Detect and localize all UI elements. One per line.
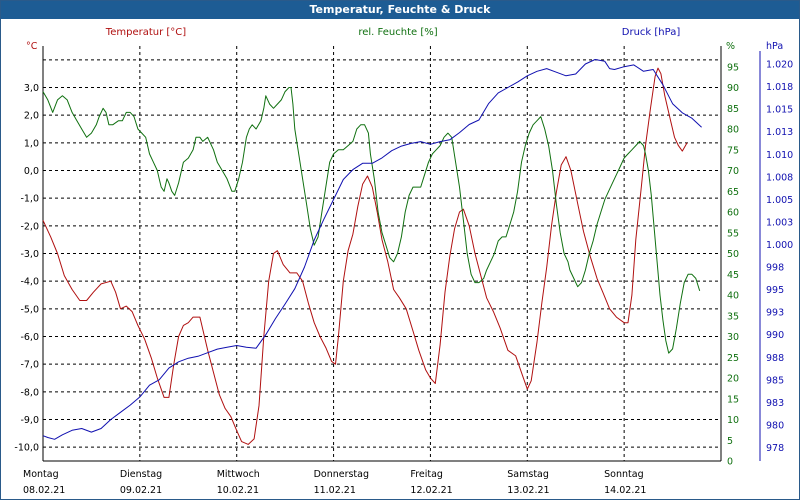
temperature-tick-label: -7,0 [20,360,39,371]
humidity-tick-label: 55 [727,228,739,239]
day-date-label: 10.02.21 [217,485,259,496]
humidity-tick-label: 90 [727,83,739,94]
day-date-label: 12.02.21 [410,485,452,496]
humidity-tick-label: 35 [727,311,739,322]
pressure-axis-ticks: 1.020 1.018 1.015 1.013 1.010 1.008 1.005 1.003… [759,51,793,461]
day-date-label: 13.02.21 [507,485,549,496]
humidity-tick-label: 80 [727,125,739,136]
humidity-tick-label: 65 [727,187,739,198]
pressure-tick-label: 1.020 [766,60,793,71]
series-lines [42,59,702,445]
temperature-tick-label: 0,0 [24,166,39,177]
temperature-tick-label: -1,0 [20,194,39,205]
humidity-tick-label: 95 [727,62,739,73]
pressure-tick-label: 985 [766,375,784,386]
day-date-label: 14.02.21 [604,485,646,496]
temperature-series-title: Temperatur [°C] [105,27,186,38]
window-title: Temperatur, Feuchte & Druck [1,1,799,19]
pressure-tick-label: 1.008 [766,172,793,183]
pressure-tick-label: 983 [766,398,784,409]
day-name-label: Dienstag [120,469,162,480]
temperature-tick-label: -10,0 [14,443,39,454]
pressure-tick-label: 995 [766,285,784,296]
humidity-tick-label: 20 [727,374,739,385]
day-name-label: Samstag [507,469,549,480]
humidity-series-line [42,87,701,354]
humidity-tick-label: 10 [727,415,739,426]
day-name-label: Mittwoch [217,469,260,480]
pressure-tick-label: 1.005 [766,195,793,206]
grid-lines [43,46,721,461]
temperature-tick-label: 1,0 [24,138,39,149]
day-name-label: Donnerstag [314,469,369,480]
humidity-tick-label: 45 [727,270,739,281]
pressure-series-title: Druck [hPa] [622,27,681,38]
pressure-tick-label: 1.013 [766,127,793,138]
temperature-axis-ticks: 3,0 2,0 1,0 0,0 -1,0 -2,0 -3,0 -4,0 -5,0 -6,0 -7,0… [14,83,39,454]
pressure-tick-label: 1.018 [766,82,793,93]
temperature-series-line [42,67,688,445]
pressure-tick-label: 988 [766,353,784,364]
temperature-tick-label: -5,0 [20,304,39,315]
humidity-tick-label: 85 [727,104,739,115]
temperature-tick-label: -2,0 [20,221,39,232]
temperature-tick-label: -9,0 [20,415,39,426]
temperature-tick-label: 3,0 [24,83,39,94]
day-name-label: Freitag [410,469,443,480]
temperature-tick-label: -6,0 [20,332,39,343]
humidity-tick-label: 30 [727,332,739,343]
pressure-tick-label: 1.003 [766,217,793,228]
pressure-tick-label: 990 [766,330,784,341]
pressure-tick-label: 1.015 [766,105,793,116]
pressure-series-line [42,59,702,440]
pressure-tick-label: 993 [766,308,784,319]
humidity-tick-label: 70 [727,166,739,177]
pressure-tick-label: 998 [766,263,784,274]
day-date-label: 08.02.21 [23,485,65,496]
humidity-tick-label: 50 [727,249,739,260]
pressure-tick-label: 978 [766,443,784,454]
day-name-label: Sonntag [604,469,643,480]
pressure-tick-label: 1.010 [766,150,793,161]
day-date-label: 11.02.21 [314,485,356,496]
pressure-tick-label: 1.000 [766,240,793,251]
temperature-unit-label: °C [26,41,38,52]
humidity-tick-label: 60 [727,208,739,219]
humidity-tick-label: 75 [727,145,739,156]
pressure-tick-label: 980 [766,420,784,431]
temperature-tick-label: -3,0 [20,249,39,260]
humidity-tick-label: 25 [727,353,739,364]
humidity-tick-label: 5 [727,436,733,447]
humidity-series-title: rel. Feuchte [%] [358,27,437,38]
day-labels: Montag 08.02.21 Dienstag 09.02.21 Mittwoch 10… [23,469,646,496]
pressure-unit-label: hPa [766,41,783,52]
temperature-tick-label: -8,0 [20,387,39,398]
humidity-unit-label: % [726,41,735,52]
day-name-label: Montag [23,469,59,480]
humidity-tick-label: 15 [727,394,739,405]
plot-area-border [42,46,722,462]
temperature-tick-label: -4,0 [20,277,39,288]
day-date-label: 09.02.21 [120,485,162,496]
humidity-tick-label: 0 [727,457,733,468]
temperature-tick-label: 2,0 [24,111,39,122]
humidity-tick-label: 40 [727,291,739,302]
